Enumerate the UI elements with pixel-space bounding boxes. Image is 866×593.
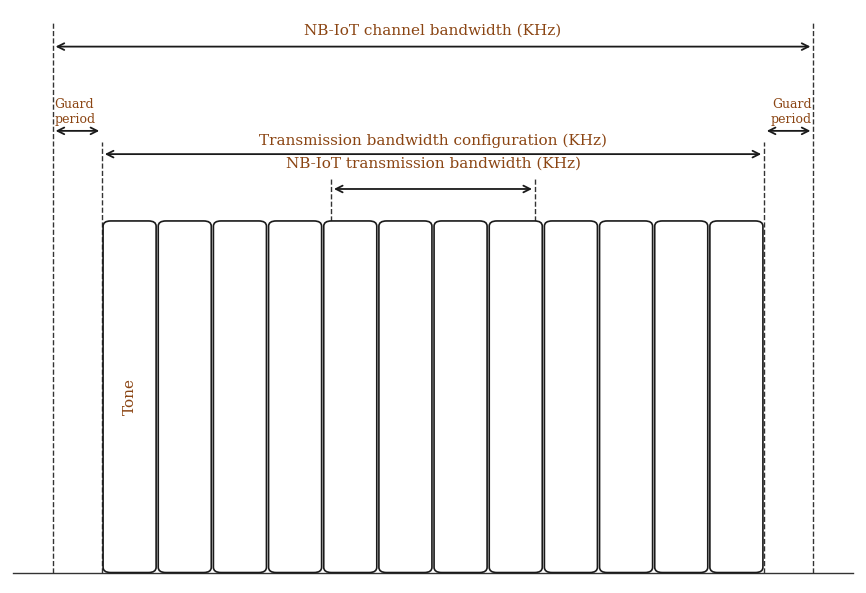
FancyBboxPatch shape	[545, 221, 598, 573]
FancyBboxPatch shape	[103, 221, 156, 573]
Text: Guard
period: Guard period	[55, 98, 95, 126]
Text: Guard
period: Guard period	[771, 98, 811, 126]
Text: Tone: Tone	[123, 378, 137, 415]
Text: Transmission bandwidth configuration (KHz): Transmission bandwidth configuration (KH…	[259, 134, 607, 148]
FancyBboxPatch shape	[655, 221, 708, 573]
FancyBboxPatch shape	[158, 221, 211, 573]
FancyBboxPatch shape	[324, 221, 377, 573]
FancyBboxPatch shape	[379, 221, 432, 573]
FancyBboxPatch shape	[710, 221, 763, 573]
FancyBboxPatch shape	[213, 221, 267, 573]
FancyBboxPatch shape	[599, 221, 653, 573]
FancyBboxPatch shape	[268, 221, 321, 573]
FancyBboxPatch shape	[434, 221, 487, 573]
Text: NB-IoT channel bandwidth (KHz): NB-IoT channel bandwidth (KHz)	[304, 24, 562, 38]
FancyBboxPatch shape	[489, 221, 542, 573]
Text: NB-IoT transmission bandwidth (KHz): NB-IoT transmission bandwidth (KHz)	[286, 157, 580, 170]
